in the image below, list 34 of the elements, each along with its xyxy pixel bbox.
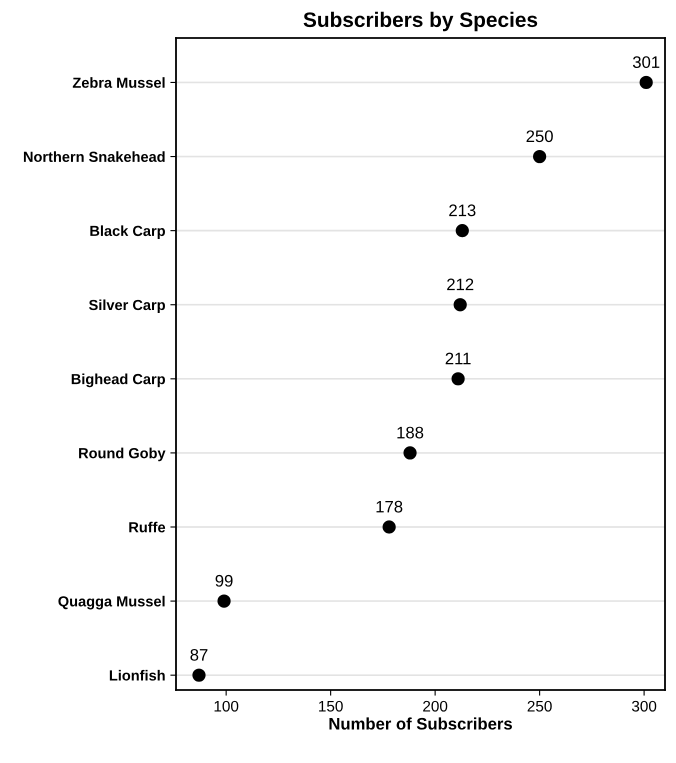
y-tick-label: Quagga Mussel xyxy=(58,596,165,610)
y-tick-label: Bighead Carp xyxy=(72,374,165,388)
data-label: 188 xyxy=(397,426,424,439)
data-label: 250 xyxy=(526,130,553,142)
x-axis-title: Number of Subscribers xyxy=(329,717,512,730)
y-tick-label: Lionfish xyxy=(110,670,165,681)
y-tick-label: Northern Snakehead xyxy=(24,151,165,162)
y-tick-label: Silver Carp xyxy=(89,299,165,314)
point xyxy=(403,446,417,460)
point xyxy=(382,520,396,534)
data-label: 213 xyxy=(449,204,476,216)
data-label: 212 xyxy=(447,278,474,290)
point xyxy=(456,224,469,238)
x-tick-label: 250 xyxy=(528,700,552,712)
y-tick-label: Ruffe xyxy=(129,522,166,532)
y-tick-label: Round Goby xyxy=(79,448,166,462)
data-label: 87 xyxy=(190,648,208,661)
x-tick-label: 200 xyxy=(423,700,448,712)
data-label: 178 xyxy=(376,500,402,513)
y-tick-label: Black Carp xyxy=(90,225,165,239)
x-tick-label: 300 xyxy=(632,700,656,712)
point xyxy=(192,668,206,682)
point xyxy=(217,594,231,608)
point xyxy=(640,76,653,90)
point xyxy=(452,372,465,386)
point xyxy=(454,298,467,312)
point xyxy=(533,150,546,164)
y-tick-label: Zebra Mussel xyxy=(72,77,165,88)
x-tick-label: 150 xyxy=(319,700,343,712)
data-label: 211 xyxy=(446,352,471,364)
chart-title: Subscribers by Species xyxy=(304,12,538,32)
data-label: 301 xyxy=(632,56,660,68)
x-tick-label: 100 xyxy=(214,700,238,712)
data-label: 99 xyxy=(216,574,233,587)
